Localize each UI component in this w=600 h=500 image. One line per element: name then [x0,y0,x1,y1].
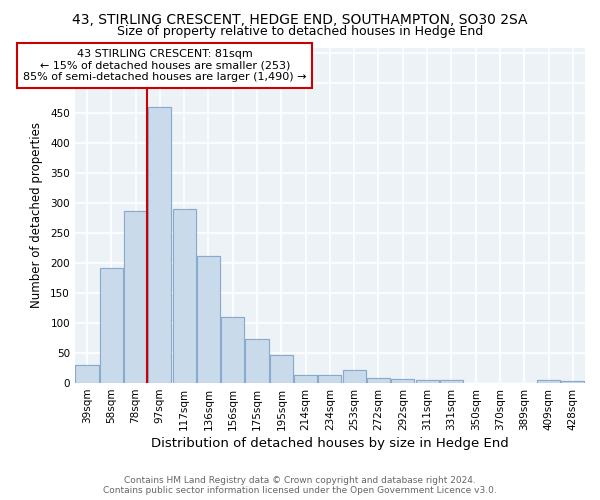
Bar [367,378,390,383]
Bar [124,211,147,383]
Bar [148,108,172,383]
Bar [100,268,123,383]
Bar [197,256,220,383]
Bar [173,210,196,383]
Bar [391,380,415,383]
Bar [100,268,123,383]
Bar [391,380,415,383]
Bar [270,355,293,383]
Text: Size of property relative to detached houses in Hedge End: Size of property relative to detached ho… [117,25,483,38]
Bar [537,380,560,383]
Y-axis label: Number of detached properties: Number of detached properties [30,122,43,308]
Bar [440,380,463,383]
Text: 43, STIRLING CRESCENT, HEDGE END, SOUTHAMPTON, SO30 2SA: 43, STIRLING CRESCENT, HEDGE END, SOUTHA… [72,12,528,26]
Bar [245,338,269,383]
Bar [148,108,172,383]
Bar [319,376,341,383]
Bar [537,380,560,383]
Bar [294,376,317,383]
Bar [416,380,439,383]
Bar [343,370,366,383]
Text: Contains HM Land Registry data © Crown copyright and database right 2024.
Contai: Contains HM Land Registry data © Crown c… [103,476,497,495]
Bar [562,380,584,383]
Bar [124,211,147,383]
X-axis label: Distribution of detached houses by size in Hedge End: Distribution of detached houses by size … [151,437,509,450]
Bar [270,355,293,383]
Bar [294,376,317,383]
Bar [416,380,439,383]
Bar [562,380,584,383]
Bar [173,210,196,383]
Bar [440,380,463,383]
Bar [197,256,220,383]
Text: 43 STIRLING CRESCENT: 81sqm
← 15% of detached houses are smaller (253)
85% of se: 43 STIRLING CRESCENT: 81sqm ← 15% of det… [23,49,307,82]
Bar [221,317,244,383]
Bar [76,365,98,383]
Bar [343,370,366,383]
Bar [76,365,98,383]
Bar [367,378,390,383]
Bar [319,376,341,383]
Bar [245,338,269,383]
Bar [221,317,244,383]
